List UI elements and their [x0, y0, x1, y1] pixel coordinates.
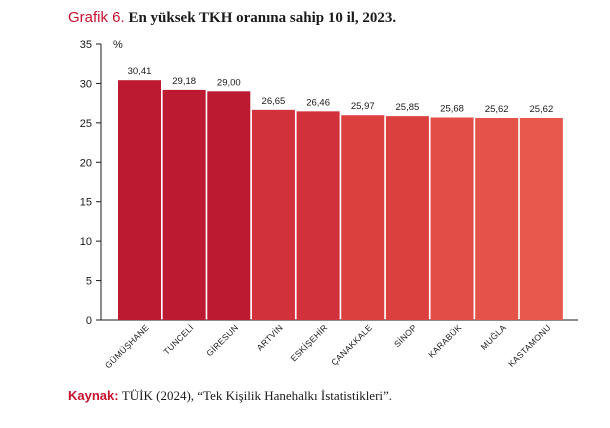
bar-value-label: 26,65 — [262, 96, 286, 107]
figure-number: Grafik 6. — [68, 9, 125, 26]
y-tick-label: 35 — [80, 39, 92, 51]
x-tick-label: GÜMÜŞHANE — [103, 322, 151, 370]
bar-value-label: 26,46 — [306, 97, 330, 108]
bars — [118, 80, 563, 321]
source-label: Kaynak: — [68, 388, 119, 403]
bar — [207, 91, 251, 320]
bar-value-label: 25,97 — [351, 101, 375, 112]
y-tick-label: 20 — [80, 157, 92, 169]
x-tick-label: ARTVİN — [255, 322, 285, 352]
x-tick-label: KARABÜK — [426, 322, 463, 359]
bar-value-label: 25,68 — [440, 103, 464, 114]
y-tick-label: 5 — [86, 276, 92, 288]
y-axis-unit-label: % — [113, 39, 123, 51]
y-tick-label: 10 — [80, 236, 92, 248]
source-note: Kaynak: TÜİK (2024), “Tek Kişilik Haneha… — [68, 388, 392, 404]
x-tick-label: TUNCELİ — [161, 322, 195, 356]
bar-value-label: 25,62 — [485, 104, 509, 115]
category-labels: GÜMÜŞHANE TUNCELİ GİRESUN ARTVİN ESKİŞEHİR ÇA… — [103, 322, 553, 370]
bar-value-label: 29,00 — [217, 77, 241, 88]
bar — [519, 117, 563, 320]
bar-value-label: 25,85 — [396, 102, 420, 113]
x-tick-label: SİNOP — [392, 322, 419, 349]
bar-value-label: 25,62 — [529, 104, 553, 115]
bar-value-label: 30,41 — [128, 66, 152, 77]
chart-title-text: En yüksek TKH oranına sahip 10 il, 2023. — [128, 10, 397, 26]
y-tick-label: 0 — [86, 315, 92, 327]
bar — [296, 111, 340, 321]
y-axis: 0 5 10 15 20 25 30 35 — [80, 39, 102, 327]
bar — [475, 117, 519, 320]
chart-title: Grafik 6. En yüksek TKH oranına sahip 10… — [68, 8, 396, 28]
bar — [341, 115, 385, 320]
bar-value-label: 29,18 — [172, 76, 196, 87]
source-text: TÜİK (2024), “Tek Kişilik Hanehalkı İsta… — [121, 388, 393, 403]
bar — [162, 89, 206, 320]
x-tick-label: MUĞLA — [479, 322, 509, 352]
x-tick-label: ÇANAKKALE — [329, 322, 374, 367]
bar — [430, 117, 474, 320]
y-tick-label: 25 — [80, 118, 92, 130]
x-tick-label: ESKİŞEHİR — [288, 322, 329, 363]
value-labels: 30,41 29,18 29,00 26,65 26,46 25,97 25,85 25,68… — [128, 66, 554, 115]
bar — [118, 80, 161, 320]
y-tick-label: 15 — [80, 197, 92, 209]
y-tick-label: 30 — [80, 78, 92, 90]
x-tick-label: KASTAMONU — [506, 322, 553, 369]
bar — [251, 109, 295, 321]
x-tick-label: GİRESUN — [204, 322, 240, 358]
bar — [385, 116, 429, 320]
